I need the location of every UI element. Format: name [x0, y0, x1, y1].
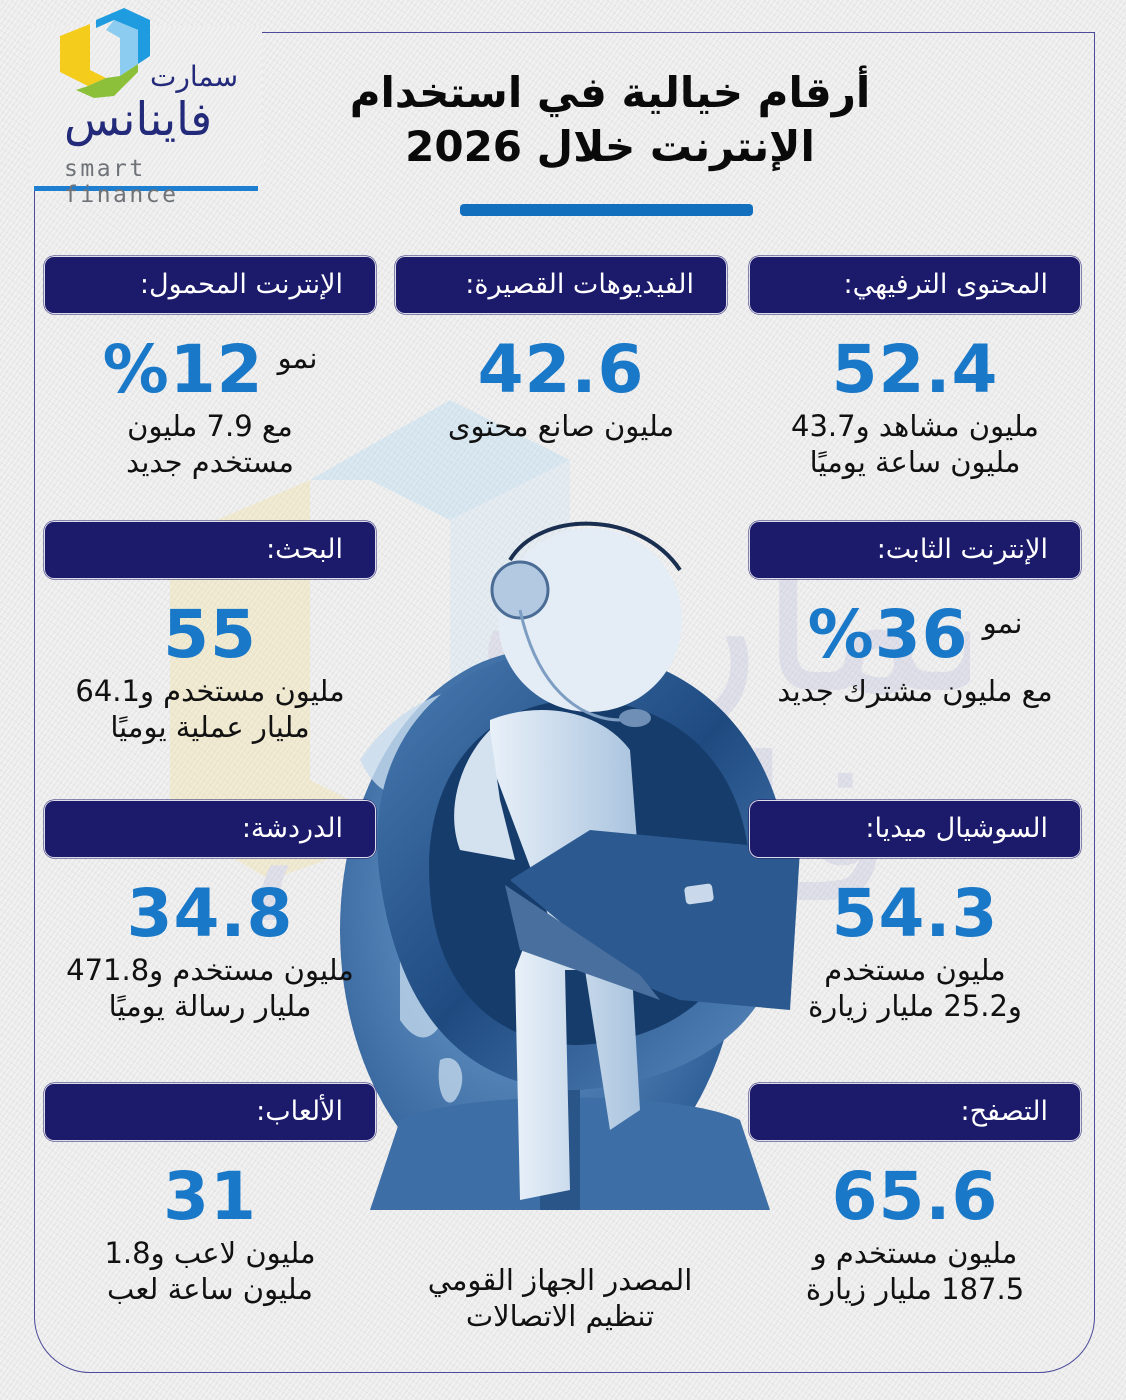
card-label: الدردشة:	[44, 800, 376, 858]
card-value: %12	[102, 331, 264, 408]
card-label: السوشيال ميديا:	[749, 800, 1081, 858]
growth-prefix: نمو	[277, 341, 318, 375]
source-note: المصدر الجهاز القومي تنظيم الاتصالات	[360, 1262, 760, 1334]
card-search: البحث: 55 مليون مستخدم و64.1 مليار عملية…	[44, 521, 376, 745]
card-description: مع مليون مشترك جديد	[749, 673, 1081, 709]
card-description: مع 7.9 مليون مستخدم جديد	[44, 408, 376, 480]
card-value: %36	[807, 596, 969, 673]
desc-line-1: مليون مستخدم و471.8	[66, 953, 354, 987]
source-line-1: المصدر الجهاز القومي	[427, 1263, 693, 1297]
card-label: المحتوى الترفيهي:	[749, 256, 1081, 314]
card-social-media: السوشيال ميديا: 54.3 مليون مستخدم و25.2 …	[749, 800, 1081, 1024]
card-value: 65.6	[831, 1158, 999, 1235]
desc-line-2: مليار رسالة يوميًا	[108, 989, 312, 1023]
desc-line-2: مليار عملية يوميًا	[110, 710, 310, 744]
card-short-videos: الفيديوهات القصيرة: 42.6 مليون صانع محتو…	[395, 256, 727, 444]
desc-line-2: مليون ساعة يوميًا	[809, 445, 1021, 479]
person-laptop-chair-illustration	[340, 521, 800, 1210]
card-description: مليون مستخدم و64.1 مليار عملية يوميًا	[44, 673, 376, 745]
logo-english: smart finance	[64, 156, 179, 208]
hexagon-logo-icon	[60, 8, 150, 98]
desc-line-1: مليون مستخدم و	[812, 1236, 1018, 1270]
desc-line-2: و25.2 مليار زيارة	[808, 989, 1022, 1023]
desc-line-1: مليون مستخدم و64.1	[75, 674, 345, 708]
card-label: الإنترنت المحمول:	[44, 256, 376, 314]
logo-arabic-big: فاينانس	[64, 92, 213, 146]
card-mobile-internet: الإنترنت المحمول: نمو %12 مع 7.9 مليون م…	[44, 256, 376, 480]
card-entertainment: المحتوى الترفيهي: 52.4 مليون مشاهد و43.7…	[749, 256, 1081, 480]
card-value: 31	[163, 1158, 257, 1235]
page-title: أرقام خيالية في استخدام الإنترنت خلال 20…	[300, 66, 920, 174]
desc-line-1: مليون لاعب و1.8	[104, 1236, 316, 1270]
card-value: 55	[163, 596, 257, 673]
brand-logo: سمارت فاينانس smart finance	[50, 6, 260, 208]
title-line-2: الإنترنت خلال 2026	[405, 122, 815, 171]
card-browsing: التصفح: 65.6 مليون مستخدم و 187.5 مليار …	[749, 1083, 1081, 1307]
desc-line-1: مليون صانع محتوى	[447, 409, 675, 443]
logo-underline	[34, 186, 258, 191]
card-value: 42.6	[477, 331, 645, 408]
card-label: التصفح:	[749, 1083, 1081, 1141]
card-label: البحث:	[44, 521, 376, 579]
desc-line-1: مع مليون مشترك جديد	[777, 674, 1053, 708]
card-label: الألعاب:	[44, 1083, 376, 1141]
card-description: مليون مستخدم و 187.5 مليار زيارة	[749, 1235, 1081, 1307]
desc-line-1: مليون مستخدم	[824, 953, 1006, 987]
card-description: مليون مستخدم و471.8 مليار رسالة يوميًا	[44, 952, 376, 1024]
card-description: مليون صانع محتوى	[395, 408, 727, 444]
card-label: الإنترنت الثابت:	[749, 521, 1081, 579]
card-fixed-internet: الإنترنت الثابت: نمو %36 مع مليون مشترك …	[749, 521, 1081, 709]
title-line-1: أرقام خيالية في استخدام	[349, 68, 871, 117]
card-games: الألعاب: 31 مليون لاعب و1.8 مليون ساعة ل…	[44, 1083, 376, 1307]
card-chat: الدردشة: 34.8 مليون مستخدم و471.8 مليار …	[44, 800, 376, 1024]
title-accent-bar	[460, 204, 753, 216]
card-value: 34.8	[126, 875, 294, 952]
card-value: 54.3	[831, 875, 999, 952]
desc-line-2: 187.5 مليار زيارة	[805, 1272, 1025, 1306]
source-line-2: تنظيم الاتصالات	[465, 1299, 655, 1333]
card-label: الفيديوهات القصيرة:	[395, 256, 727, 314]
desc-line-2: مستخدم جديد	[126, 445, 294, 479]
card-description: مليون مشاهد و43.7 مليون ساعة يوميًا	[749, 408, 1081, 480]
growth-prefix: نمو	[982, 606, 1023, 640]
desc-line-1: مليون مشاهد و43.7	[791, 409, 1039, 443]
desc-line-1: مع 7.9 مليون	[127, 409, 293, 443]
logo-arabic-small: سمارت	[150, 60, 239, 93]
card-description: مليون لاعب و1.8 مليون ساعة لعب	[44, 1235, 376, 1307]
desc-line-2: مليون ساعة لعب	[107, 1272, 313, 1306]
content-frame	[34, 32, 1095, 1373]
card-description: مليون مستخدم و25.2 مليار زيارة	[749, 952, 1081, 1024]
card-value: 52.4	[831, 331, 999, 408]
